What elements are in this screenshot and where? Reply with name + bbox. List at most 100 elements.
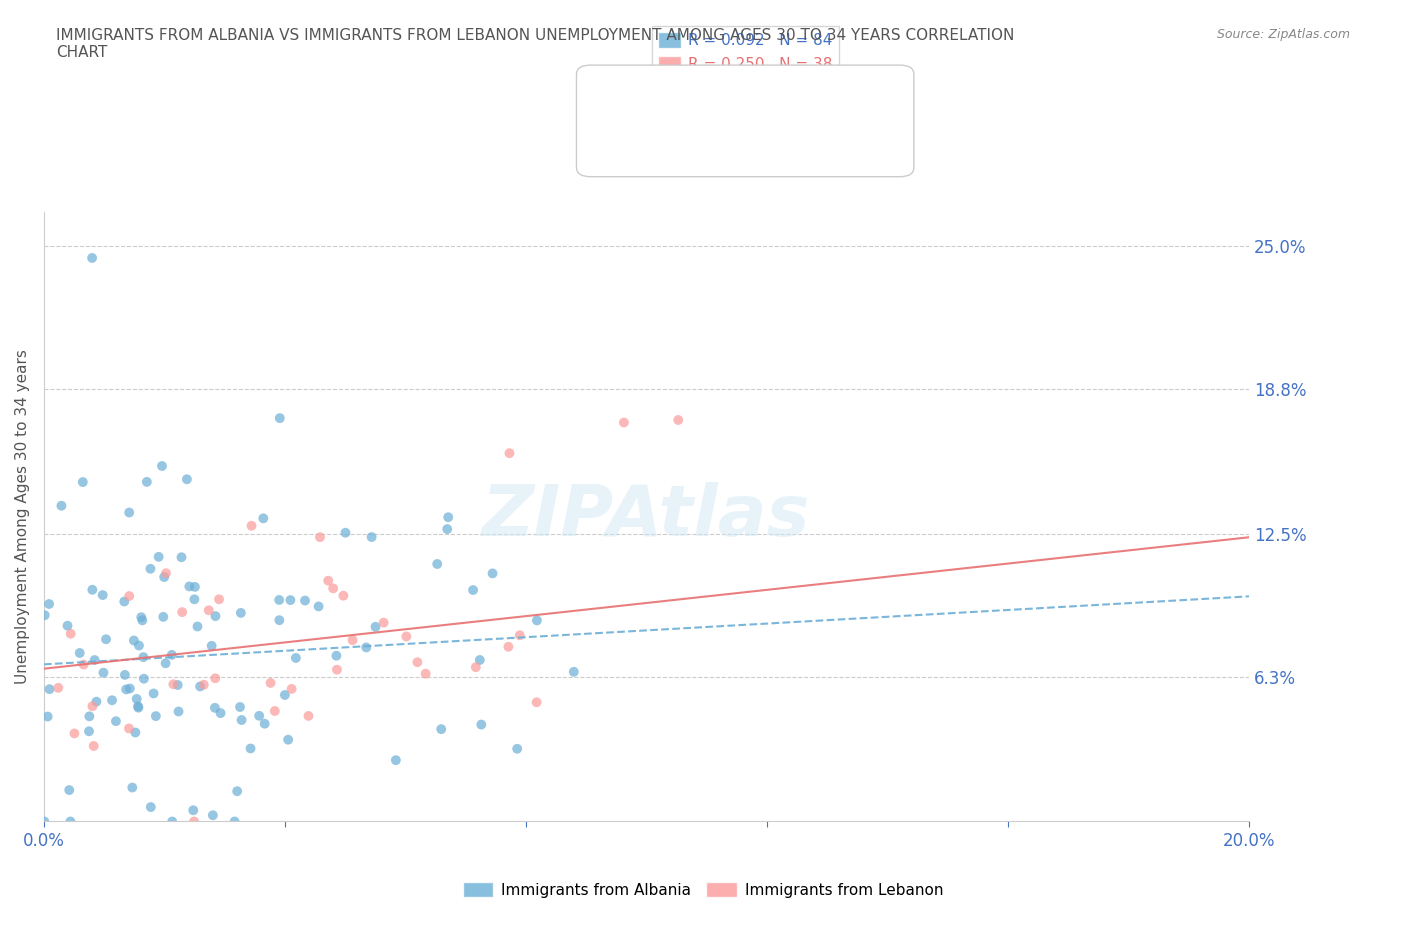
Point xyxy=(82,698,104,713)
Point xyxy=(209,706,232,721)
Point xyxy=(294,593,316,608)
Point xyxy=(38,682,60,697)
Point xyxy=(112,594,135,609)
Point xyxy=(373,615,395,630)
Point xyxy=(498,445,520,460)
Point xyxy=(193,677,215,692)
Point xyxy=(430,722,453,737)
Point xyxy=(148,550,170,565)
Point xyxy=(356,640,378,655)
Point xyxy=(309,530,332,545)
Point xyxy=(34,608,56,623)
Point xyxy=(167,704,190,719)
Point xyxy=(226,784,249,799)
Point xyxy=(229,699,252,714)
Point xyxy=(46,681,69,696)
Point xyxy=(139,562,162,577)
Point xyxy=(204,700,226,715)
Point xyxy=(239,741,262,756)
Point xyxy=(526,613,548,628)
Point xyxy=(509,628,531,643)
Point xyxy=(259,675,281,690)
Point xyxy=(114,668,136,683)
Point xyxy=(481,566,503,581)
Point xyxy=(385,752,408,767)
Point xyxy=(322,581,344,596)
Point xyxy=(332,588,354,603)
Point xyxy=(38,596,60,611)
Point xyxy=(170,550,193,565)
Point xyxy=(263,703,285,718)
Point xyxy=(253,716,276,731)
Point xyxy=(280,682,302,697)
Point xyxy=(274,687,297,702)
Point xyxy=(437,510,460,525)
Point xyxy=(184,579,207,594)
Point xyxy=(325,648,347,663)
Point xyxy=(613,415,636,430)
Point xyxy=(201,808,224,823)
Point xyxy=(79,709,101,724)
Point xyxy=(415,666,437,681)
Point xyxy=(461,582,484,597)
Point xyxy=(280,592,302,607)
Point xyxy=(127,700,149,715)
Point xyxy=(240,518,263,533)
Point xyxy=(198,603,221,618)
Point xyxy=(121,780,143,795)
Point xyxy=(160,647,183,662)
Point xyxy=(666,413,689,428)
Point xyxy=(269,613,291,628)
Point xyxy=(506,741,529,756)
Point xyxy=(59,814,82,829)
Point xyxy=(83,653,105,668)
Point xyxy=(308,599,330,614)
Point xyxy=(179,579,201,594)
Point xyxy=(224,814,246,829)
Point xyxy=(252,511,274,525)
Y-axis label: Unemployment Among Ages 30 to 34 years: Unemployment Among Ages 30 to 34 years xyxy=(15,350,30,684)
Point xyxy=(162,677,184,692)
Point xyxy=(160,814,183,829)
Point xyxy=(56,618,79,633)
Point xyxy=(131,613,153,628)
Point xyxy=(426,556,449,571)
Point xyxy=(470,717,492,732)
Point xyxy=(229,605,252,620)
Point xyxy=(118,505,141,520)
Point xyxy=(83,738,105,753)
Point xyxy=(93,665,115,680)
Point xyxy=(176,472,198,486)
Point xyxy=(204,608,226,623)
Point xyxy=(72,474,94,489)
Point xyxy=(297,709,319,724)
Point xyxy=(132,671,155,686)
Point xyxy=(145,709,167,724)
Point xyxy=(115,682,138,697)
Point xyxy=(464,659,486,674)
Point xyxy=(118,721,141,736)
Point xyxy=(155,656,177,671)
Legend: R = 0.092   N = 84, R = 0.250   N = 38: R = 0.092 N = 84, R = 0.250 N = 38 xyxy=(651,26,839,78)
Point xyxy=(135,474,157,489)
Point xyxy=(183,591,205,606)
Point xyxy=(142,686,165,701)
Point xyxy=(468,653,491,668)
Point xyxy=(406,655,429,670)
Point xyxy=(201,638,224,653)
Point xyxy=(316,573,339,588)
Point xyxy=(122,633,145,648)
Point xyxy=(155,565,177,580)
Point xyxy=(94,631,117,646)
Point xyxy=(153,570,176,585)
Point xyxy=(181,803,204,817)
Point xyxy=(231,712,253,727)
Point xyxy=(436,522,458,537)
Point xyxy=(172,604,194,619)
Point xyxy=(269,411,291,426)
Point xyxy=(562,664,585,679)
Point xyxy=(104,713,127,728)
Point xyxy=(72,658,94,672)
Point xyxy=(118,681,141,696)
Point xyxy=(360,529,382,544)
